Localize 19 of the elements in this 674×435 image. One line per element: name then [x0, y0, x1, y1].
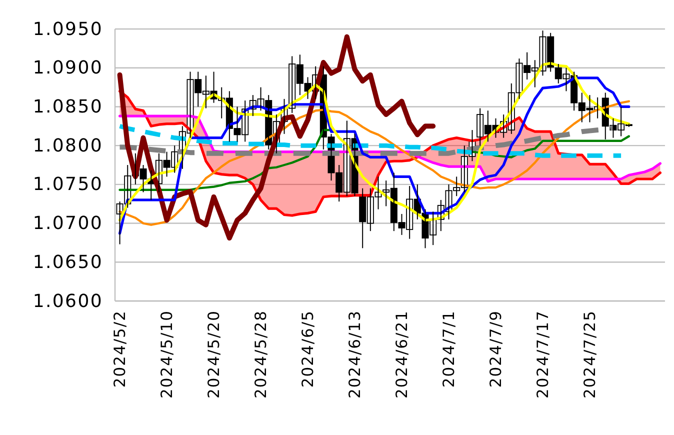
y-tick-label: 1.0950	[32, 18, 103, 40]
x-tick-label: 2024/6/13	[346, 310, 364, 398]
y-tick-label: 1.0650	[32, 252, 103, 273]
y-tick-label: 1.0800	[32, 135, 103, 156]
x-tick-label: 2024/5/28	[252, 310, 270, 398]
x-tick-label: 2024/7/25	[581, 310, 600, 398]
x-tick-label: 2024/5/20	[205, 310, 224, 398]
x-tick-label: 2024/6/21	[393, 310, 412, 398]
x-tick-label: 2024/7/17	[534, 310, 552, 398]
y-tick-label: 1.0900	[32, 58, 103, 79]
x-tick-label: 2024/7/1	[440, 310, 458, 388]
x-tick-label: 2024/5/10	[158, 310, 176, 398]
y-tick-label: 1.0600	[32, 290, 103, 312]
x-tick-label: 2024/5/2	[111, 310, 130, 388]
y-tick-label: 1.0700	[32, 213, 103, 234]
x-tick-label: 2024/6/5	[299, 310, 318, 388]
y-tick-label: 1.0850	[32, 96, 103, 118]
x-tick-label: 2024/7/9	[487, 310, 506, 388]
y-tick-label: 1.0750	[32, 174, 103, 196]
